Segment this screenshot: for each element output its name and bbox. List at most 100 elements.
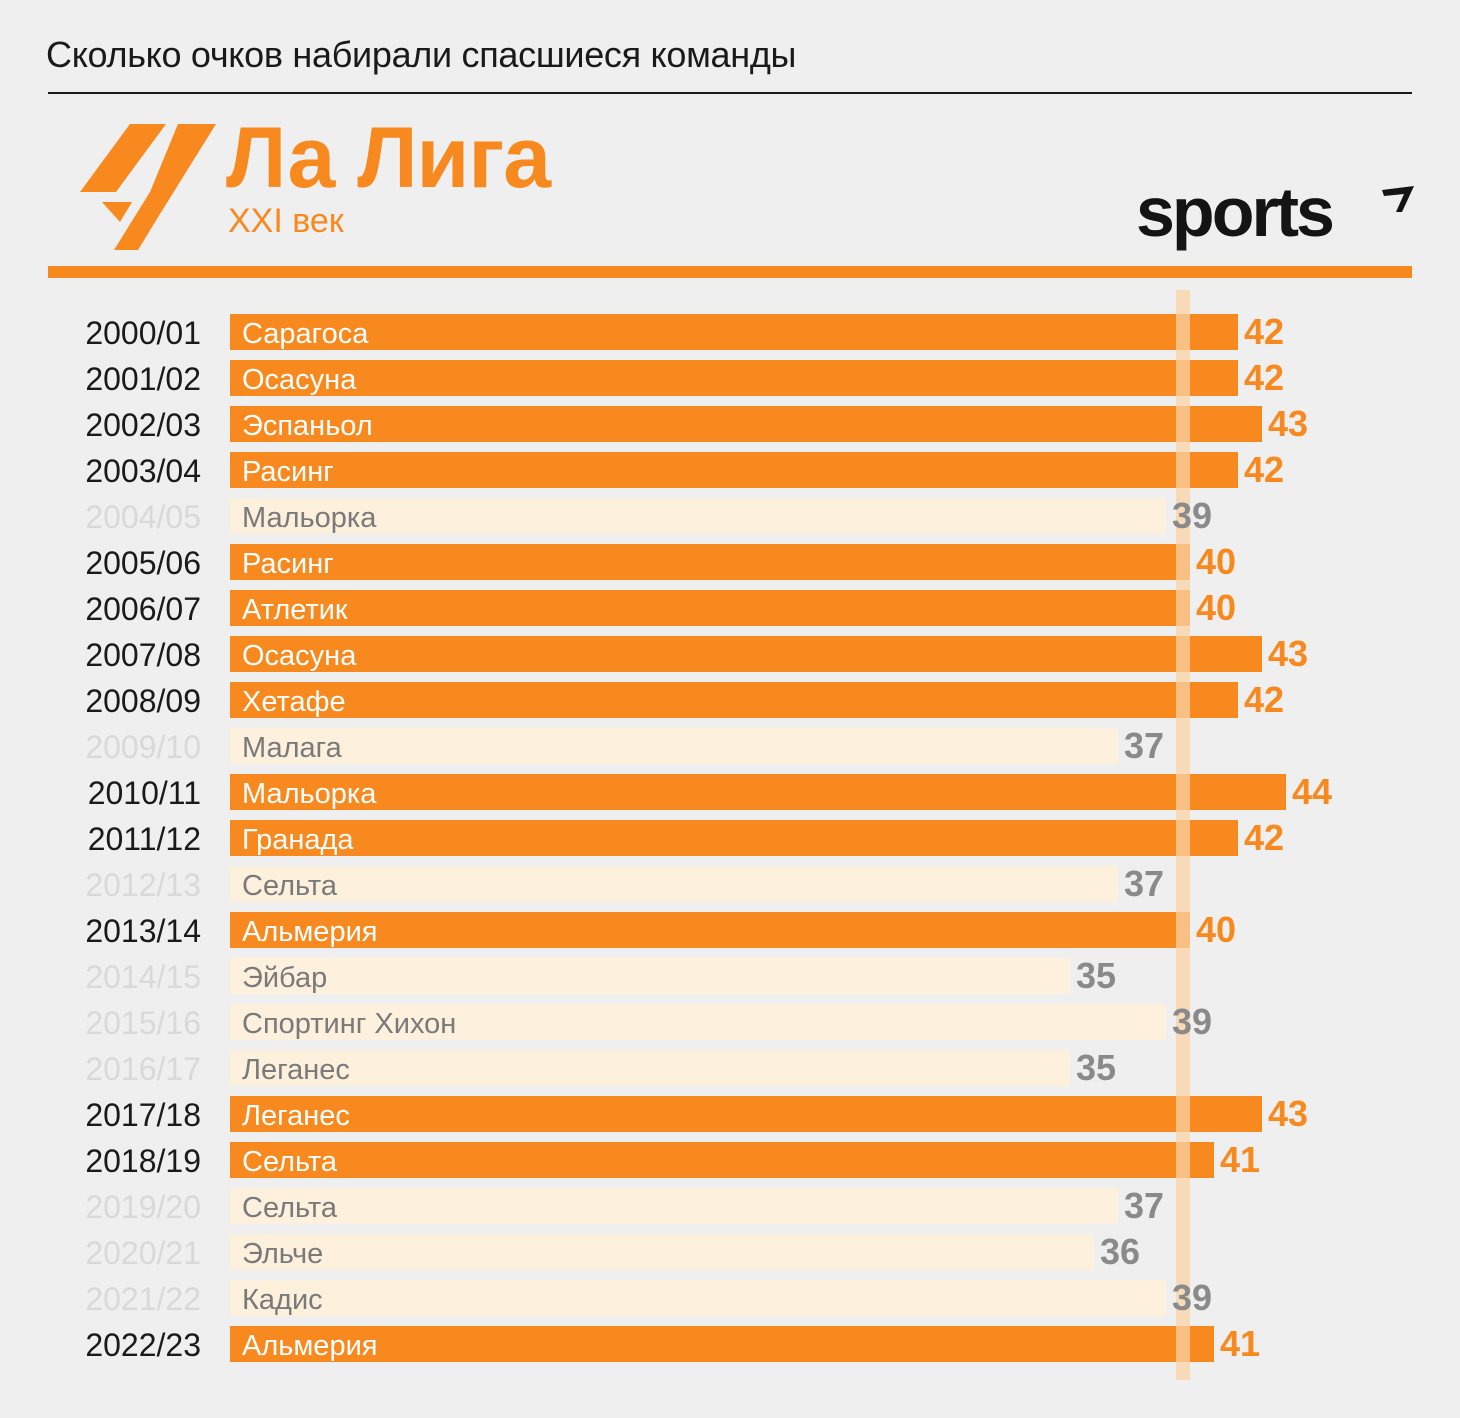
bar-2014-15 [230,958,1070,994]
value-label: 37 [1124,1185,1164,1226]
value-label: 42 [1244,357,1284,398]
season-label: 2004/05 [85,499,201,535]
top-divider [48,92,1412,94]
season-label: 2018/19 [85,1143,201,1179]
season-label: 2020/21 [85,1235,201,1271]
value-label: 40 [1196,587,1236,628]
headline: Сколько очков набирали спасшиеся команды [46,34,797,75]
bar-2002-03 [230,406,1262,442]
team-label: Расинг [242,456,334,488]
team-label: Сельта [242,1192,338,1224]
bar-2008-09 [230,682,1238,718]
season-label: 2010/11 [88,775,201,811]
value-label: 40 [1196,909,1236,950]
bar-2019-20 [230,1188,1118,1224]
bar-2016-17 [230,1050,1070,1086]
team-label: Мальорка [242,502,377,534]
bar-2003-04 [230,452,1238,488]
value-label: 42 [1244,817,1284,858]
season-label: 2005/06 [85,545,201,581]
value-label: 41 [1220,1139,1260,1180]
bar-2012-13 [230,866,1118,902]
bar-2004-05 [230,498,1166,534]
bar-chart: 2000/01 Сарагоса 2001/02 Осасуна 2002/03 Эспа… [85,290,1332,1380]
team-label: Сельта [242,1146,338,1178]
bar-2006-07 [230,590,1190,626]
chart-subtitle: XXI век [228,202,344,240]
season-label: 2017/18 [85,1097,201,1133]
value-label: 36 [1100,1231,1140,1272]
value-label: 41 [1220,1323,1260,1364]
value-label: 39 [1172,495,1212,536]
team-label: Альмерия [242,916,377,948]
bar-2009-10 [230,728,1118,764]
season-label: 2011/12 [88,821,201,857]
team-label: Эспаньол [242,410,373,442]
team-label: Расинг [242,548,334,580]
bar-2007-08 [230,636,1262,672]
bar-2021-22 [230,1280,1166,1316]
season-label: 2022/23 [85,1327,201,1363]
value-label: 43 [1268,1093,1308,1134]
bar-2022-23 [230,1326,1214,1362]
brand-mark-icon [1382,186,1414,212]
season-label: 2014/15 [85,959,201,995]
team-label: Малага [242,732,343,764]
bar-2015-16 [230,1004,1166,1040]
value-label: 42 [1244,449,1284,490]
bar-2000-01 [230,314,1238,350]
brand-logo: sports [1136,173,1335,251]
reference-line [1176,290,1190,1380]
bar-2011-12 [230,820,1238,856]
team-label: Хетафе [242,686,346,718]
team-label: Мальорка [242,778,377,810]
team-label: Осасуна [242,640,357,672]
season-label: 2019/20 [85,1189,201,1225]
bar-2017-18 [230,1096,1262,1132]
season-label: 2021/22 [85,1281,201,1317]
value-label: 43 [1268,633,1308,674]
season-label: 2008/09 [85,683,201,719]
value-label: 39 [1172,1277,1212,1318]
team-label: Альмерия [242,1330,377,1362]
season-label: 2009/10 [85,729,201,765]
team-label: Сельта [242,870,338,902]
bar-2018-19 [230,1142,1214,1178]
value-label: 42 [1244,311,1284,352]
bar-2010-11 [230,774,1286,810]
team-label: Спортинг Хихон [242,1008,456,1040]
value-label: 37 [1124,863,1164,904]
orange-divider [48,266,1412,278]
bar-2013-14 [230,912,1190,948]
value-label: 43 [1268,403,1308,444]
season-label: 2000/01 [85,315,201,351]
value-label: 37 [1124,725,1164,766]
team-label: Гранада [242,824,354,856]
season-label: 2006/07 [85,591,201,627]
team-label: Атлетик [242,594,348,626]
chart-title: Ла Лига [226,110,551,206]
season-label: 2015/16 [85,1005,201,1041]
bar-2020-21 [230,1234,1094,1270]
team-label: Эйбар [242,962,327,994]
bar-2005-06 [230,544,1190,580]
value-label: 35 [1076,1047,1116,1088]
team-label: Сарагоса [242,318,369,350]
value-label: 40 [1196,541,1236,582]
team-label: Осасуна [242,364,357,396]
season-label: 2012/13 [85,867,201,903]
laliga-logo-icon [80,124,216,250]
value-label: 44 [1292,771,1332,812]
season-label: 2007/08 [85,637,201,673]
season-label: 2002/03 [85,407,201,443]
bar-2001-02 [230,360,1238,396]
value-label: 42 [1244,679,1284,720]
season-label: 2016/17 [85,1051,201,1087]
season-label: 2013/14 [85,913,201,949]
team-label: Кадис [242,1284,323,1316]
team-label: Леганес [242,1054,350,1086]
value-label: 35 [1076,955,1116,996]
season-label: 2001/02 [85,361,201,397]
value-label: 39 [1172,1001,1212,1042]
season-label: 2003/04 [85,453,201,489]
